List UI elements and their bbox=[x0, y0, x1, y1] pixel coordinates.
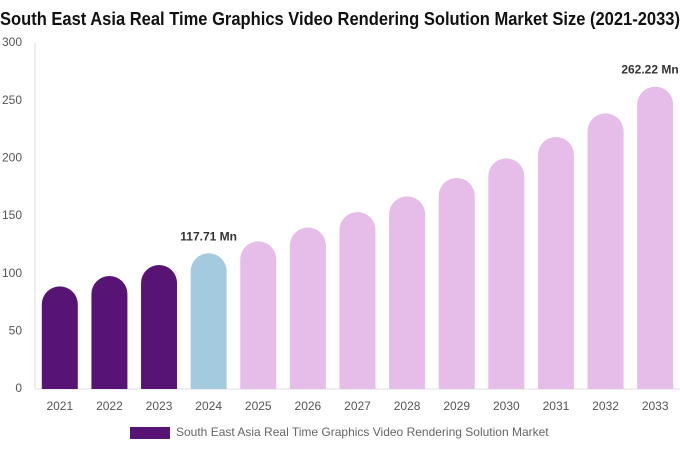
data-label: 117.71 Mn bbox=[180, 229, 237, 243]
bar bbox=[587, 113, 624, 390]
legend-label: South East Asia Real Time Graphics Video… bbox=[176, 425, 549, 439]
x-tick-label: 2030 bbox=[493, 399, 520, 413]
x-tick-label: 2027 bbox=[344, 399, 371, 413]
bar bbox=[637, 86, 674, 389]
bar bbox=[190, 253, 227, 389]
y-tick-label: 300 bbox=[2, 35, 22, 49]
y-tick-label: 150 bbox=[2, 208, 22, 222]
x-tick-label: 2023 bbox=[146, 399, 173, 413]
x-tick-label: 2033 bbox=[642, 399, 669, 413]
chart-title: South East Asia Real Time Graphics Video… bbox=[0, 9, 680, 29]
x-tick-label: 2031 bbox=[543, 399, 570, 413]
y-tick-label: 250 bbox=[2, 93, 22, 107]
x-tick-label: 2026 bbox=[295, 399, 322, 413]
x-tick-label: 2024 bbox=[195, 399, 222, 413]
x-tick-label: 2022 bbox=[96, 399, 123, 413]
bar bbox=[339, 211, 376, 389]
data-label: 262.22 Mn bbox=[621, 63, 678, 77]
bar bbox=[41, 286, 78, 389]
y-tick-label: 100 bbox=[2, 266, 22, 280]
bar bbox=[91, 275, 128, 389]
bar bbox=[389, 196, 426, 389]
legend-swatch bbox=[130, 427, 170, 439]
x-tick-label: 2025 bbox=[245, 399, 272, 413]
bar bbox=[537, 136, 574, 389]
y-tick-label: 50 bbox=[9, 324, 23, 338]
bar bbox=[289, 227, 326, 389]
bar bbox=[240, 241, 277, 389]
y-tick-label: 200 bbox=[2, 151, 22, 165]
x-tick-label: 2029 bbox=[443, 399, 470, 413]
bar bbox=[488, 158, 525, 389]
x-tick-label: 2028 bbox=[394, 399, 421, 413]
y-tick-label: 0 bbox=[15, 381, 22, 395]
x-tick-label: 2032 bbox=[592, 399, 619, 413]
bar bbox=[438, 177, 475, 389]
bar bbox=[141, 265, 178, 389]
x-tick-label: 2021 bbox=[46, 399, 73, 413]
